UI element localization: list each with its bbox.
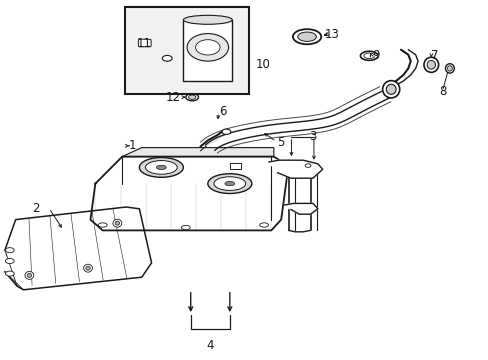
Ellipse shape [5, 258, 14, 264]
Polygon shape [283, 203, 317, 214]
Ellipse shape [139, 158, 183, 177]
Ellipse shape [445, 64, 453, 73]
Ellipse shape [27, 274, 31, 278]
Text: 5: 5 [277, 136, 285, 149]
Text: 6: 6 [218, 105, 226, 118]
Ellipse shape [162, 55, 172, 61]
Ellipse shape [98, 223, 107, 227]
Ellipse shape [145, 161, 177, 174]
Bar [183, 20, 232, 81]
Ellipse shape [5, 248, 14, 253]
Ellipse shape [83, 264, 92, 272]
Polygon shape [122, 148, 273, 157]
Ellipse shape [85, 266, 90, 270]
Ellipse shape [224, 181, 234, 186]
Text: 1: 1 [128, 139, 136, 152]
Ellipse shape [195, 40, 220, 55]
Text: 9: 9 [371, 49, 379, 62]
Text: 7: 7 [430, 49, 438, 62]
Ellipse shape [181, 225, 190, 230]
Polygon shape [90, 157, 288, 230]
Ellipse shape [423, 57, 438, 72]
Ellipse shape [222, 129, 230, 134]
Bar [124, 7, 249, 94]
Ellipse shape [427, 60, 434, 69]
Text: 10: 10 [255, 58, 270, 71]
Text: 3: 3 [308, 130, 316, 143]
Text: 8: 8 [438, 85, 446, 98]
Ellipse shape [185, 94, 198, 101]
Ellipse shape [113, 219, 122, 227]
Ellipse shape [297, 32, 316, 41]
Ellipse shape [305, 164, 310, 167]
Polygon shape [5, 207, 151, 290]
Text: 13: 13 [325, 28, 339, 41]
Ellipse shape [207, 174, 251, 194]
Text: 2: 2 [32, 202, 40, 215]
Ellipse shape [5, 271, 14, 276]
Polygon shape [268, 160, 322, 178]
Ellipse shape [382, 81, 399, 98]
Ellipse shape [156, 165, 166, 170]
Bar [229, 163, 240, 169]
Ellipse shape [183, 15, 232, 24]
Ellipse shape [259, 223, 268, 227]
Ellipse shape [292, 29, 321, 44]
Ellipse shape [25, 271, 34, 279]
Ellipse shape [386, 84, 395, 94]
Ellipse shape [213, 177, 245, 190]
Ellipse shape [188, 95, 195, 99]
Ellipse shape [115, 221, 119, 225]
Ellipse shape [447, 66, 451, 71]
Text: 4: 4 [206, 339, 214, 352]
Text: 12: 12 [166, 91, 181, 104]
FancyBboxPatch shape [138, 39, 151, 47]
Text: 11: 11 [137, 37, 151, 50]
Ellipse shape [186, 33, 228, 61]
